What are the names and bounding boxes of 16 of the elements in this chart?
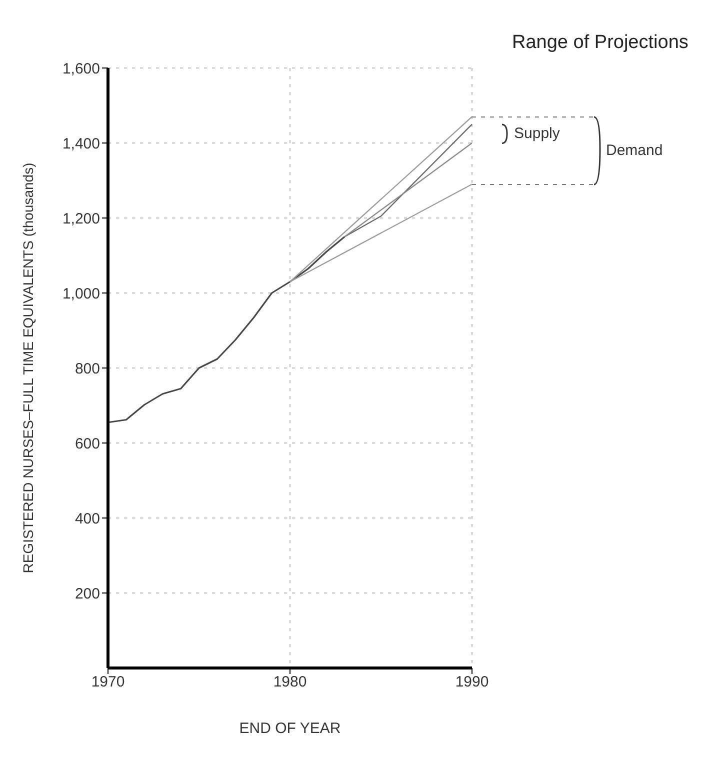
y-tick-label: 400: [74, 510, 100, 528]
text: Supply: [514, 124, 560, 142]
y-tick-label: 200: [74, 585, 100, 602]
y-tick-label: 800: [74, 360, 100, 378]
y-tick-label: 1,000: [62, 285, 100, 302]
y-axis-title: REGISTERED NURSES–FULL TIME EQUIVALENTS (thousands): [20, 162, 36, 574]
text: Demand: [606, 142, 663, 158]
x-tick-label: 1970: [91, 674, 125, 691]
y-tick-label: 1,600: [62, 60, 100, 78]
y-tick-label: 1,200: [62, 210, 100, 228]
y-tick-label: 600: [74, 435, 100, 452]
text: Range of Projections: [512, 32, 688, 54]
x-axis-title: END OF YEAR: [239, 720, 341, 737]
x-tick-label: 1980: [273, 674, 307, 691]
y-tick-label: 1,400: [62, 135, 100, 152]
x-tick-label: 1990: [455, 674, 489, 691]
